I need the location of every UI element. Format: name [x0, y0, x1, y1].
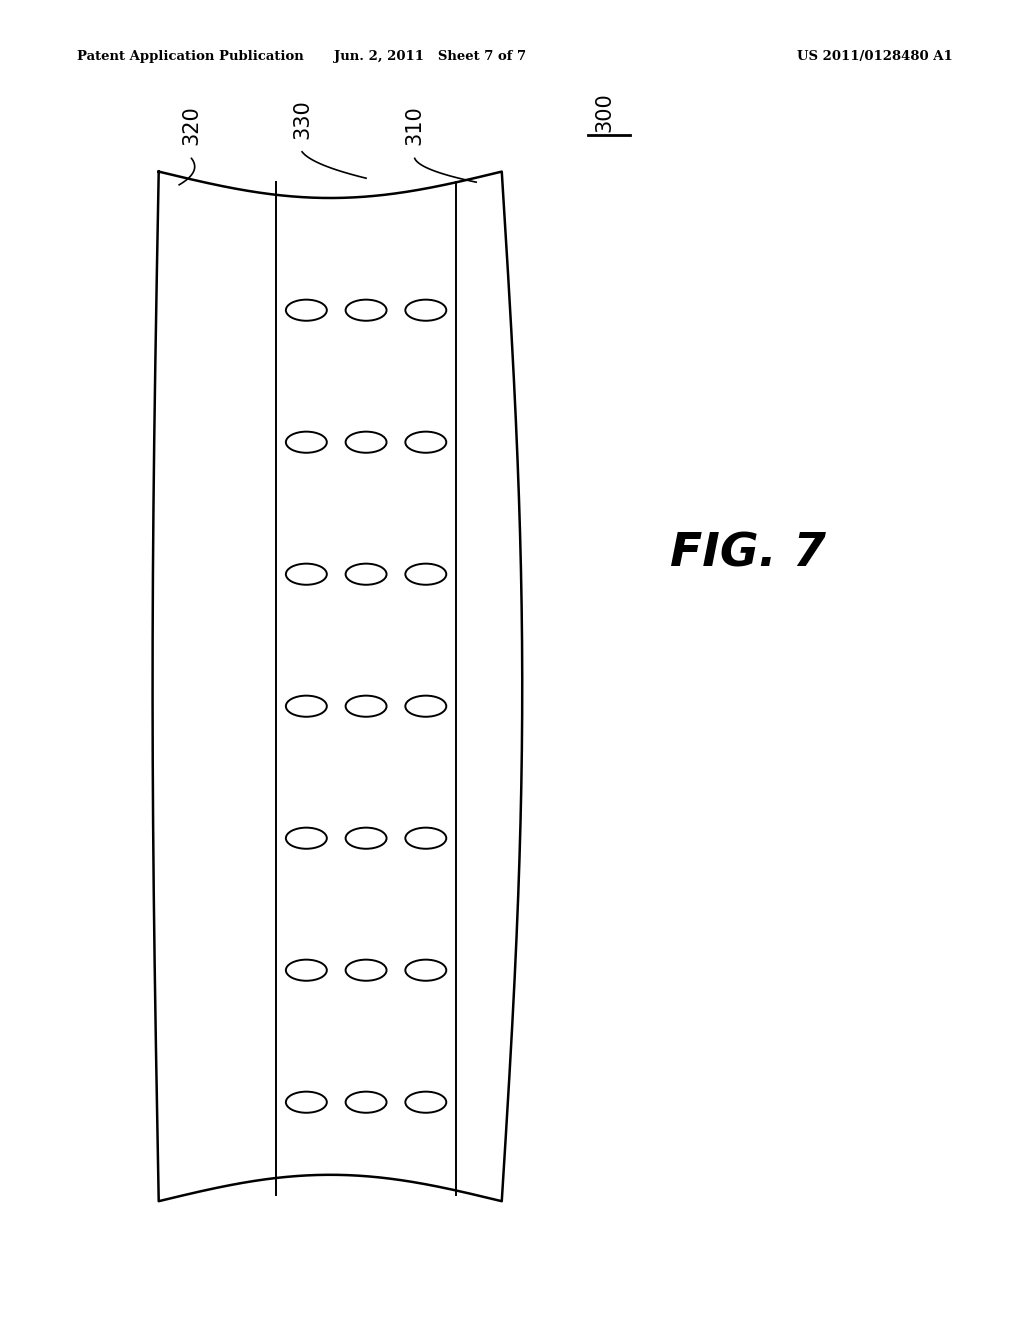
Text: 330: 330: [292, 99, 312, 139]
Text: 310: 310: [404, 106, 425, 145]
Text: FIG. 7: FIG. 7: [670, 532, 825, 577]
Text: Jun. 2, 2011   Sheet 7 of 7: Jun. 2, 2011 Sheet 7 of 7: [334, 50, 526, 63]
Text: Patent Application Publication: Patent Application Publication: [77, 50, 303, 63]
Polygon shape: [153, 172, 522, 1201]
Text: US 2011/0128480 A1: US 2011/0128480 A1: [797, 50, 952, 63]
Text: 300: 300: [594, 92, 614, 132]
Text: 320: 320: [181, 106, 202, 145]
